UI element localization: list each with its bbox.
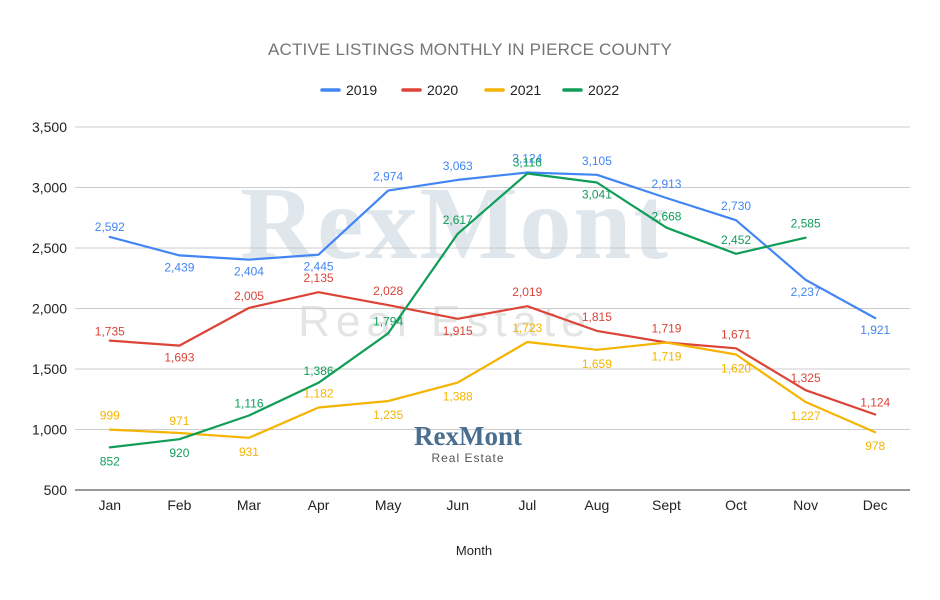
data-label-2021: 1,227: [791, 409, 821, 423]
data-label-2022: 1,116: [234, 396, 263, 410]
x-tick-label: Feb: [167, 497, 191, 513]
legend: 2019 2020 2021 2022: [320, 82, 619, 98]
data-label-2021: 1,388: [443, 390, 473, 404]
series-lines: [108, 171, 877, 449]
data-label-2019: 2,237: [791, 285, 821, 299]
data-label-2019: 3,124: [512, 151, 542, 165]
x-tick-label: Apr: [308, 497, 330, 513]
data-label-2021: 1,723: [512, 321, 542, 335]
data-label-2019: 3,063: [443, 159, 473, 173]
data-label-2020: 1,325: [791, 371, 821, 385]
data-label-2020: 1,124: [860, 395, 890, 409]
data-label-2019: 2,439: [164, 260, 194, 274]
data-label-2020: 2,005: [234, 289, 264, 303]
data-label-2022: 2,668: [651, 210, 681, 224]
data-label-2019: 2,592: [95, 220, 125, 234]
y-tick-label: 2,000: [32, 301, 67, 317]
logo-tagline: Real Estate: [431, 451, 504, 465]
data-label-2020: 1,735: [95, 325, 125, 339]
data-label-2022: 1,386: [304, 364, 334, 378]
x-tick-label: Sept: [652, 497, 681, 513]
watermark: RexMont Real Estate: [240, 166, 670, 346]
x-tick-label: Oct: [725, 497, 747, 513]
data-label-2019: 3,105: [582, 154, 612, 168]
legend-label-2022: 2022: [588, 82, 619, 98]
data-label-2022: 920: [169, 446, 189, 460]
legend-label-2021: 2021: [510, 82, 541, 98]
series-line-2020: [108, 291, 877, 416]
data-label-2020: 1,915: [443, 324, 473, 338]
y-axis-ticks: 500 1,000 1,500 2,000 2,500 3,000 3,500: [32, 119, 67, 498]
data-label-2021: 978: [865, 439, 885, 453]
logo: RexMont Real Estate: [414, 421, 522, 465]
y-tick-label: 2,500: [32, 240, 67, 256]
data-label-2022: 3,116: [513, 155, 542, 169]
legend-label-2019: 2019: [346, 82, 377, 98]
data-label-2020: 1,719: [651, 322, 681, 336]
x-tick-label: Jun: [446, 497, 469, 513]
x-tick-label: Aug: [584, 497, 609, 513]
data-label-2019: 1,921: [860, 323, 890, 337]
data-label-2020: 2,028: [373, 284, 403, 298]
x-axis-ticks: Jan Feb Mar Apr May Jun Jul Aug Sept Oct Nov Dec: [99, 497, 888, 513]
data-label-2021: 1,182: [304, 386, 334, 400]
y-tick-label: 500: [44, 482, 68, 498]
y-tick-label: 1,000: [32, 422, 67, 438]
data-label-2019: 2,730: [721, 199, 751, 213]
data-label-2022: 1,794: [373, 314, 403, 328]
x-tick-label: Dec: [863, 497, 888, 513]
data-label-2021: 999: [100, 409, 120, 423]
y-tick-label: 3,500: [32, 119, 67, 135]
legend-label-2020: 2020: [427, 82, 458, 98]
data-label-2020: 1,671: [721, 327, 751, 341]
series-line-2022: [108, 172, 807, 449]
x-tick-label: Nov: [793, 497, 818, 513]
x-tick-label: Mar: [237, 497, 261, 513]
data-label-2022: 2,452: [721, 233, 751, 247]
data-label-2021: 1,235: [373, 408, 403, 422]
data-label-2022: 2,585: [791, 217, 821, 231]
data-label-2019: 2,445: [304, 260, 334, 274]
data-label-2019: 2,404: [234, 265, 264, 279]
data-label-2021: 1,719: [651, 350, 681, 364]
x-tick-label: Jul: [518, 497, 536, 513]
data-label-2022: 2,617: [443, 213, 473, 227]
logo-brand: RexMont: [414, 421, 522, 451]
data-label-2021: 1,659: [582, 357, 612, 371]
x-tick-label: Jan: [99, 497, 122, 513]
data-label-2022: 3,041: [582, 188, 612, 202]
data-label-2021: 971: [169, 414, 189, 428]
x-axis-label: Month: [456, 543, 492, 558]
data-label-2020: 2,019: [512, 285, 542, 299]
data-label-2020: 2,135: [304, 271, 334, 285]
watermark-brand: RexMont: [240, 166, 670, 281]
watermark-tagline: Real Estate: [298, 297, 591, 346]
series-line-2019: [108, 171, 877, 320]
chart-title: ACTIVE LISTINGS MONTHLY IN PIERCE COUNTY: [268, 40, 672, 59]
y-tick-label: 1,500: [32, 361, 67, 377]
data-label-2021: 1,620: [721, 361, 751, 375]
y-tick-label: 3,000: [32, 180, 67, 196]
data-label-2021: 931: [239, 445, 259, 459]
data-label-2020: 1,693: [164, 351, 194, 365]
series-line-2021: [108, 340, 877, 439]
data-label-2019: 2,913: [651, 177, 681, 191]
data-label-2020: 1,815: [582, 310, 612, 324]
data-label-2022: 852: [100, 454, 120, 468]
data-label-2019: 2,974: [373, 170, 403, 184]
x-tick-label: May: [375, 497, 401, 513]
data-labels: 2,592 2,439 2,404 2,445 2,974 3,063 3,124 3,105…: [95, 151, 891, 468]
